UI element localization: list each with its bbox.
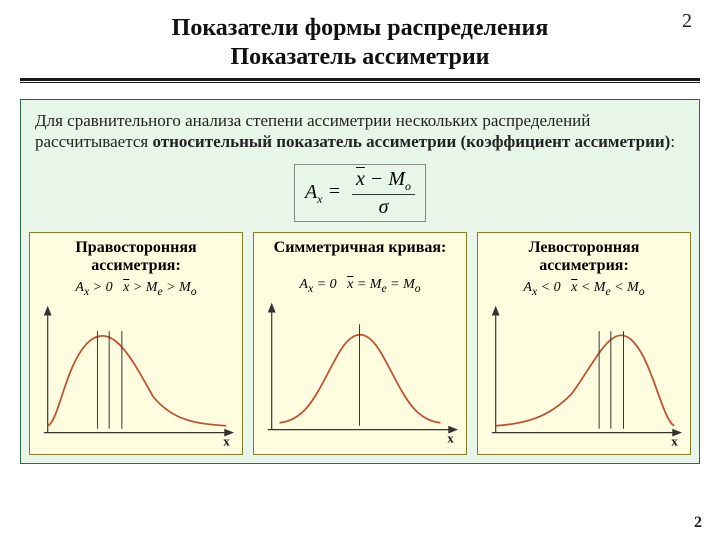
formula-lhs: Ax	[305, 181, 323, 203]
x-axis-label: x	[671, 434, 678, 448]
intro-bold: относительный показатель ассиметрии (коэ…	[152, 132, 670, 151]
page-number-top: 2	[682, 10, 692, 33]
chart-wrap: x	[30, 302, 242, 454]
page-number-bottom: 2	[694, 514, 702, 532]
formula-denominator: σ	[352, 195, 415, 217]
formula-row: Ax = x − Mo σ	[21, 158, 699, 232]
formula-box: Ax = x − Mo σ	[294, 164, 426, 222]
chart-wrap: x	[254, 299, 466, 454]
formula-fraction: x − Mo σ	[352, 169, 415, 217]
panel-title: Правосторонняя ассиметрия:	[30, 233, 242, 278]
panel-condition: Ax < 0 x < Me < Mo	[478, 278, 690, 302]
curve	[496, 335, 675, 426]
intro-text: Для сравнительного анализа степени ассим…	[21, 100, 699, 159]
x-axis-label: x	[447, 431, 454, 445]
x-axis-label: x	[223, 434, 230, 448]
chart-panels: Правосторонняя ассиметрия:Ax > 0 x > Me …	[21, 232, 699, 463]
divider	[20, 78, 700, 81]
panel-condition: Ax > 0 x > Me > Mo	[30, 278, 242, 302]
formula-eq: =	[327, 181, 346, 203]
formula-minus: −	[365, 168, 389, 190]
formula-M-sub: o	[405, 179, 411, 193]
formula-xbar: x	[356, 168, 365, 190]
curve	[48, 336, 227, 426]
intro-tail: :	[670, 132, 675, 151]
panel-title: Симметричная кривая:	[254, 233, 466, 275]
distribution-chart: x	[260, 299, 460, 449]
chart-panel: Правосторонняя ассиметрия:Ax > 0 x > Me …	[29, 232, 243, 455]
formula-A-sub: x	[317, 192, 322, 206]
distribution-chart: x	[484, 302, 684, 452]
panel-condition: Ax = 0 x = Me = Mo	[254, 275, 466, 299]
chart-panel: Левосторонняя ассиметрия:Ax < 0 x < Me <…	[477, 232, 691, 455]
chart-wrap: x	[478, 302, 690, 454]
divider	[20, 82, 700, 83]
distribution-chart: x	[36, 302, 236, 452]
title-line-1: Показатели формы распределения	[0, 14, 720, 43]
panel-title: Левосторонняя ассиметрия:	[478, 233, 690, 278]
formula-numerator: x − Mo	[352, 169, 415, 195]
content-panel: Для сравнительного анализа степени ассим…	[20, 99, 700, 464]
title-line-2: Показатель ассиметрии	[0, 43, 720, 72]
formula-M: M	[388, 168, 405, 190]
chart-panel: Симметричная кривая:Ax = 0 x = Me = Mo x	[253, 232, 467, 455]
formula-A: A	[305, 181, 317, 203]
page-title: Показатели формы распределения Показател…	[0, 0, 720, 72]
